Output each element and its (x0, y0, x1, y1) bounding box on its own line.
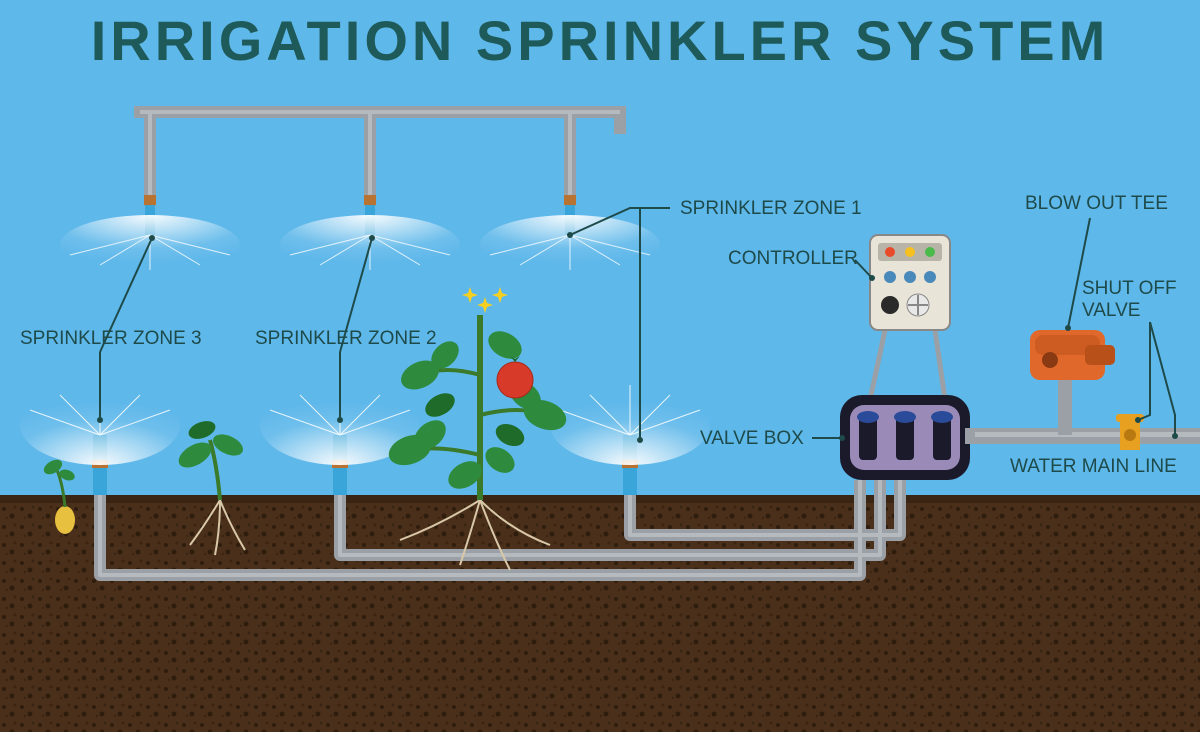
label-controller: CONTROLLER (728, 248, 858, 270)
label-valvebox: VALVE BOX (700, 428, 804, 450)
diagram-title: IRRIGATION SPRINKLER SYSTEM (0, 8, 1200, 73)
label-shutoff: SHUT OFF VALVE (1082, 278, 1177, 322)
label-zone3: SPRINKLER ZONE 3 (20, 328, 202, 350)
leader-lines (0, 0, 1200, 732)
label-watermain: WATER MAIN LINE (1010, 456, 1177, 478)
label-zone1: SPRINKLER ZONE 1 (680, 198, 862, 220)
label-blowout: BLOW OUT TEE (1025, 193, 1168, 215)
diagram-canvas: IRRIGATION SPRINKLER SYSTEM SPRINKLER ZO… (0, 0, 1200, 732)
label-zone2: SPRINKLER ZONE 2 (255, 328, 437, 350)
